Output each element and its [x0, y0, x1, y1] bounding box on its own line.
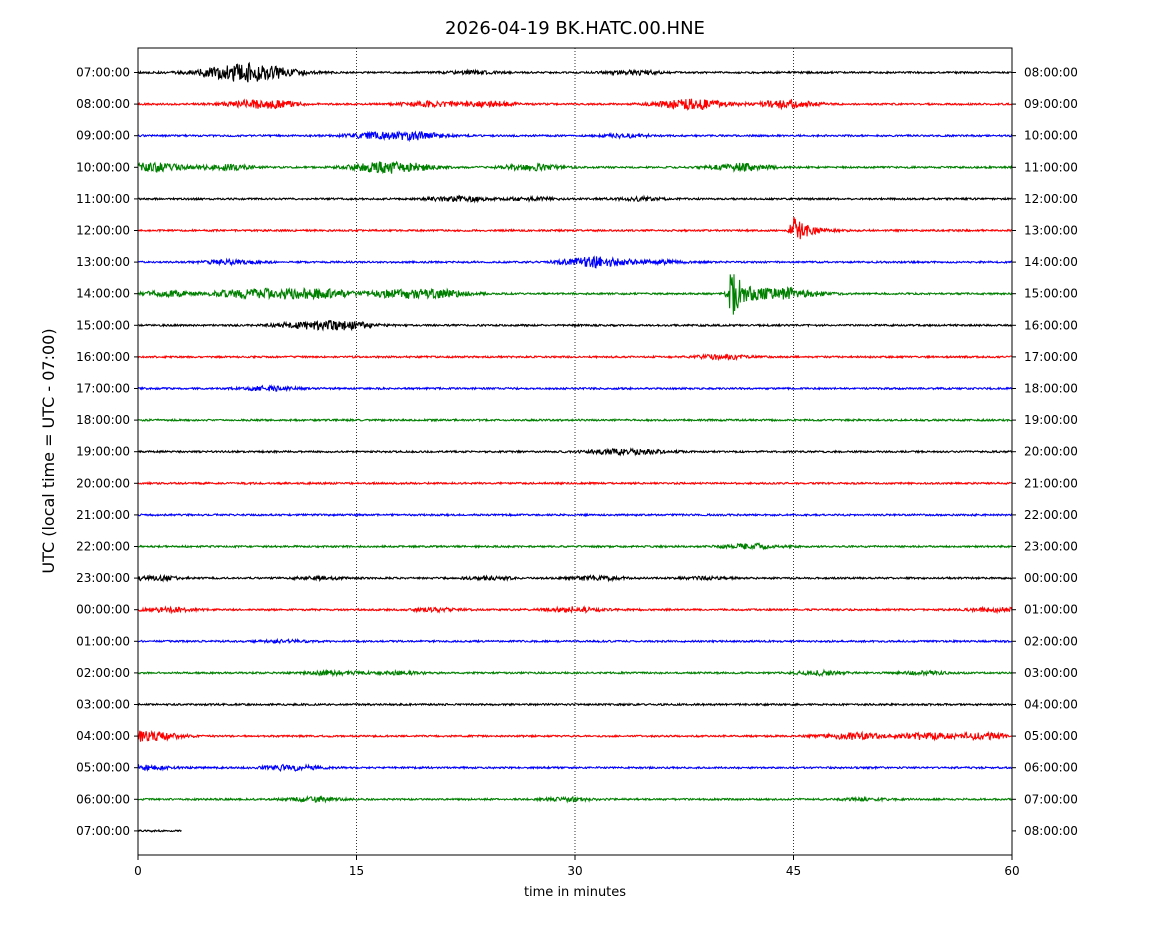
time-label-left: 01:00:00	[76, 634, 130, 648]
time-label-right: 21:00:00	[1024, 476, 1078, 490]
time-label-left: 13:00:00	[76, 255, 130, 269]
time-label-right: 10:00:00	[1024, 129, 1078, 143]
trace-row	[137, 194, 1013, 204]
time-label-left: 02:00:00	[76, 666, 130, 680]
trace-row	[137, 605, 1013, 615]
time-label-left: 14:00:00	[76, 287, 130, 301]
time-label-right: 18:00:00	[1024, 382, 1078, 396]
trace-row	[137, 216, 1013, 240]
time-label-right: 17:00:00	[1024, 350, 1078, 364]
time-label-left: 21:00:00	[76, 508, 130, 522]
seismogram-traces	[137, 61, 1013, 833]
trace-row	[137, 573, 1013, 583]
time-label-right: 12:00:00	[1024, 192, 1078, 206]
trace-row	[137, 637, 1013, 645]
trace-row	[137, 542, 1013, 551]
x-tick-label: 45	[786, 864, 801, 878]
time-label-right: 08:00:00	[1024, 66, 1078, 80]
x-tick-label: 0	[134, 864, 142, 878]
trace-row	[137, 160, 1013, 175]
trace-row	[137, 61, 1013, 83]
time-label-left: 11:00:00	[76, 192, 130, 206]
time-label-right: 23:00:00	[1024, 540, 1078, 554]
time-label-left: 08:00:00	[76, 97, 130, 111]
time-label-left: 03:00:00	[76, 698, 130, 712]
trace-row	[137, 763, 1013, 772]
time-label-right: 15:00:00	[1024, 287, 1078, 301]
time-label-right: 06:00:00	[1024, 761, 1078, 775]
time-label-right: 05:00:00	[1024, 729, 1078, 743]
trace-row	[137, 274, 1013, 315]
trace-row	[137, 512, 1013, 518]
time-label-right: 03:00:00	[1024, 666, 1078, 680]
time-label-left: 22:00:00	[76, 540, 130, 554]
trace-row	[137, 319, 1013, 332]
x-axis-label: time in minutes	[524, 885, 626, 900]
trace-row	[137, 729, 1013, 742]
time-label-right: 04:00:00	[1024, 698, 1078, 712]
trace-row	[137, 255, 1013, 269]
time-label-right: 13:00:00	[1024, 224, 1078, 238]
time-label-left: 07:00:00	[76, 824, 130, 838]
time-label-left: 06:00:00	[76, 792, 130, 806]
time-label-right: 08:00:00	[1024, 824, 1078, 838]
trace-row	[137, 353, 1013, 362]
time-label-left: 23:00:00	[76, 571, 130, 585]
time-label-left: 04:00:00	[76, 729, 130, 743]
time-label-right: 11:00:00	[1024, 160, 1078, 174]
time-label-left: 20:00:00	[76, 476, 130, 490]
trace-row	[137, 702, 1013, 707]
time-label-right: 22:00:00	[1024, 508, 1078, 522]
time-label-right: 14:00:00	[1024, 255, 1078, 269]
time-label-left: 17:00:00	[76, 382, 130, 396]
y-axis-label: UTC (local time = UTC - 07:00)	[39, 328, 58, 573]
trace-row	[137, 795, 1013, 804]
time-label-left: 09:00:00	[76, 129, 130, 143]
trace-row	[137, 480, 1013, 486]
left-time-labels: 07:00:00 08:00:00 09:00:00 10:00:00 11:00:00…	[76, 66, 138, 838]
time-label-right: 01:00:00	[1024, 603, 1078, 617]
time-label-left: 18:00:00	[76, 413, 130, 427]
x-axis-ticks: 0 15 30 45 60	[134, 855, 1020, 878]
x-tick-label: 60	[1004, 864, 1019, 878]
time-label-left: 07:00:00	[76, 66, 130, 80]
trace-row	[137, 417, 1013, 423]
chart-title: 2026-04-19 BK.HATC.00.HNE	[445, 18, 705, 39]
time-label-right: 09:00:00	[1024, 97, 1078, 111]
trace-row	[137, 668, 1013, 678]
trace-row	[137, 98, 1013, 111]
trace-row	[137, 130, 1013, 143]
right-time-labels: 08:00:00 09:00:00 10:00:00 11:00:00 12:00:00…	[1012, 66, 1078, 838]
time-label-left: 00:00:00	[76, 603, 130, 617]
time-label-right: 19:00:00	[1024, 413, 1078, 427]
vertical-gridlines	[356, 48, 794, 855]
time-label-left: 15:00:00	[76, 318, 130, 332]
time-label-right: 20:00:00	[1024, 445, 1078, 459]
time-label-left: 12:00:00	[76, 224, 130, 238]
x-tick-label: 30	[567, 864, 582, 878]
trace-row	[137, 447, 1013, 457]
time-label-right: 02:00:00	[1024, 634, 1078, 648]
x-tick-label: 15	[349, 864, 364, 878]
trace-row	[137, 828, 182, 833]
time-label-left: 16:00:00	[76, 350, 130, 364]
time-label-left: 05:00:00	[76, 761, 130, 775]
trace-row	[137, 384, 1013, 393]
time-label-right: 16:00:00	[1024, 318, 1078, 332]
time-label-right: 07:00:00	[1024, 792, 1078, 806]
time-label-left: 19:00:00	[76, 445, 130, 459]
time-label-right: 00:00:00	[1024, 571, 1078, 585]
time-label-left: 10:00:00	[76, 160, 130, 174]
